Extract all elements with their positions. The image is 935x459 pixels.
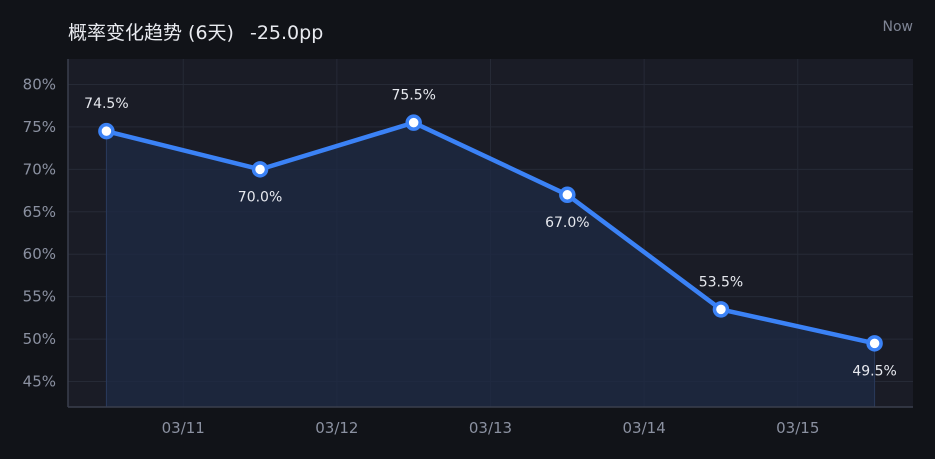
- data-point: [559, 186, 576, 204]
- data-points: [98, 114, 883, 352]
- y-tick-label: 45%: [23, 373, 56, 391]
- y-tick-label: 55%: [23, 288, 56, 306]
- data-point: [251, 161, 269, 178]
- x-tick-labels: 03/11 03/12 03/13 03/14 03/15: [162, 419, 820, 437]
- now-label: Now: [882, 19, 914, 35]
- chart-header: 概率变化趋势 (6天) -25.0pp: [68, 18, 323, 45]
- x-tick-label: 03/11: [162, 419, 205, 437]
- y-tick-label: 65%: [23, 203, 56, 221]
- y-tick-label: 75%: [23, 118, 56, 136]
- data-label: 74.5%: [84, 96, 128, 112]
- data-label: 70.0%: [238, 189, 282, 205]
- data-point: [866, 335, 883, 352]
- y-tick-label: 70%: [23, 160, 56, 178]
- y-tick-label: 50%: [23, 330, 56, 348]
- data-label: 49.5%: [852, 363, 896, 379]
- change-value: -25.0pp: [249, 22, 324, 44]
- y-tick-label: 60%: [23, 245, 56, 263]
- data-label: 53.5%: [699, 274, 743, 290]
- series-line: [104, 120, 877, 346]
- data-point: [98, 122, 115, 140]
- x-tick-label: 03/14: [623, 419, 666, 437]
- data-point: [712, 301, 730, 318]
- data-labels: 74.5% 70.0% 75.5% 67.0% 53.5% 49.5%: [84, 88, 897, 380]
- data-label: 67.0%: [545, 215, 589, 231]
- y-tick-labels: 45% 50% 55% 60% 65% 70% 75% 80%: [23, 75, 56, 390]
- data-point: [405, 114, 422, 131]
- x-tick-label: 03/15: [776, 419, 819, 437]
- x-tick-label: 03/12: [315, 419, 358, 437]
- y-tick-label: 80%: [23, 75, 56, 93]
- chart-title: 概率变化趋势 (6天): [68, 22, 234, 44]
- x-tick-label: 03/13: [469, 419, 512, 437]
- data-label: 75.5%: [391, 88, 435, 104]
